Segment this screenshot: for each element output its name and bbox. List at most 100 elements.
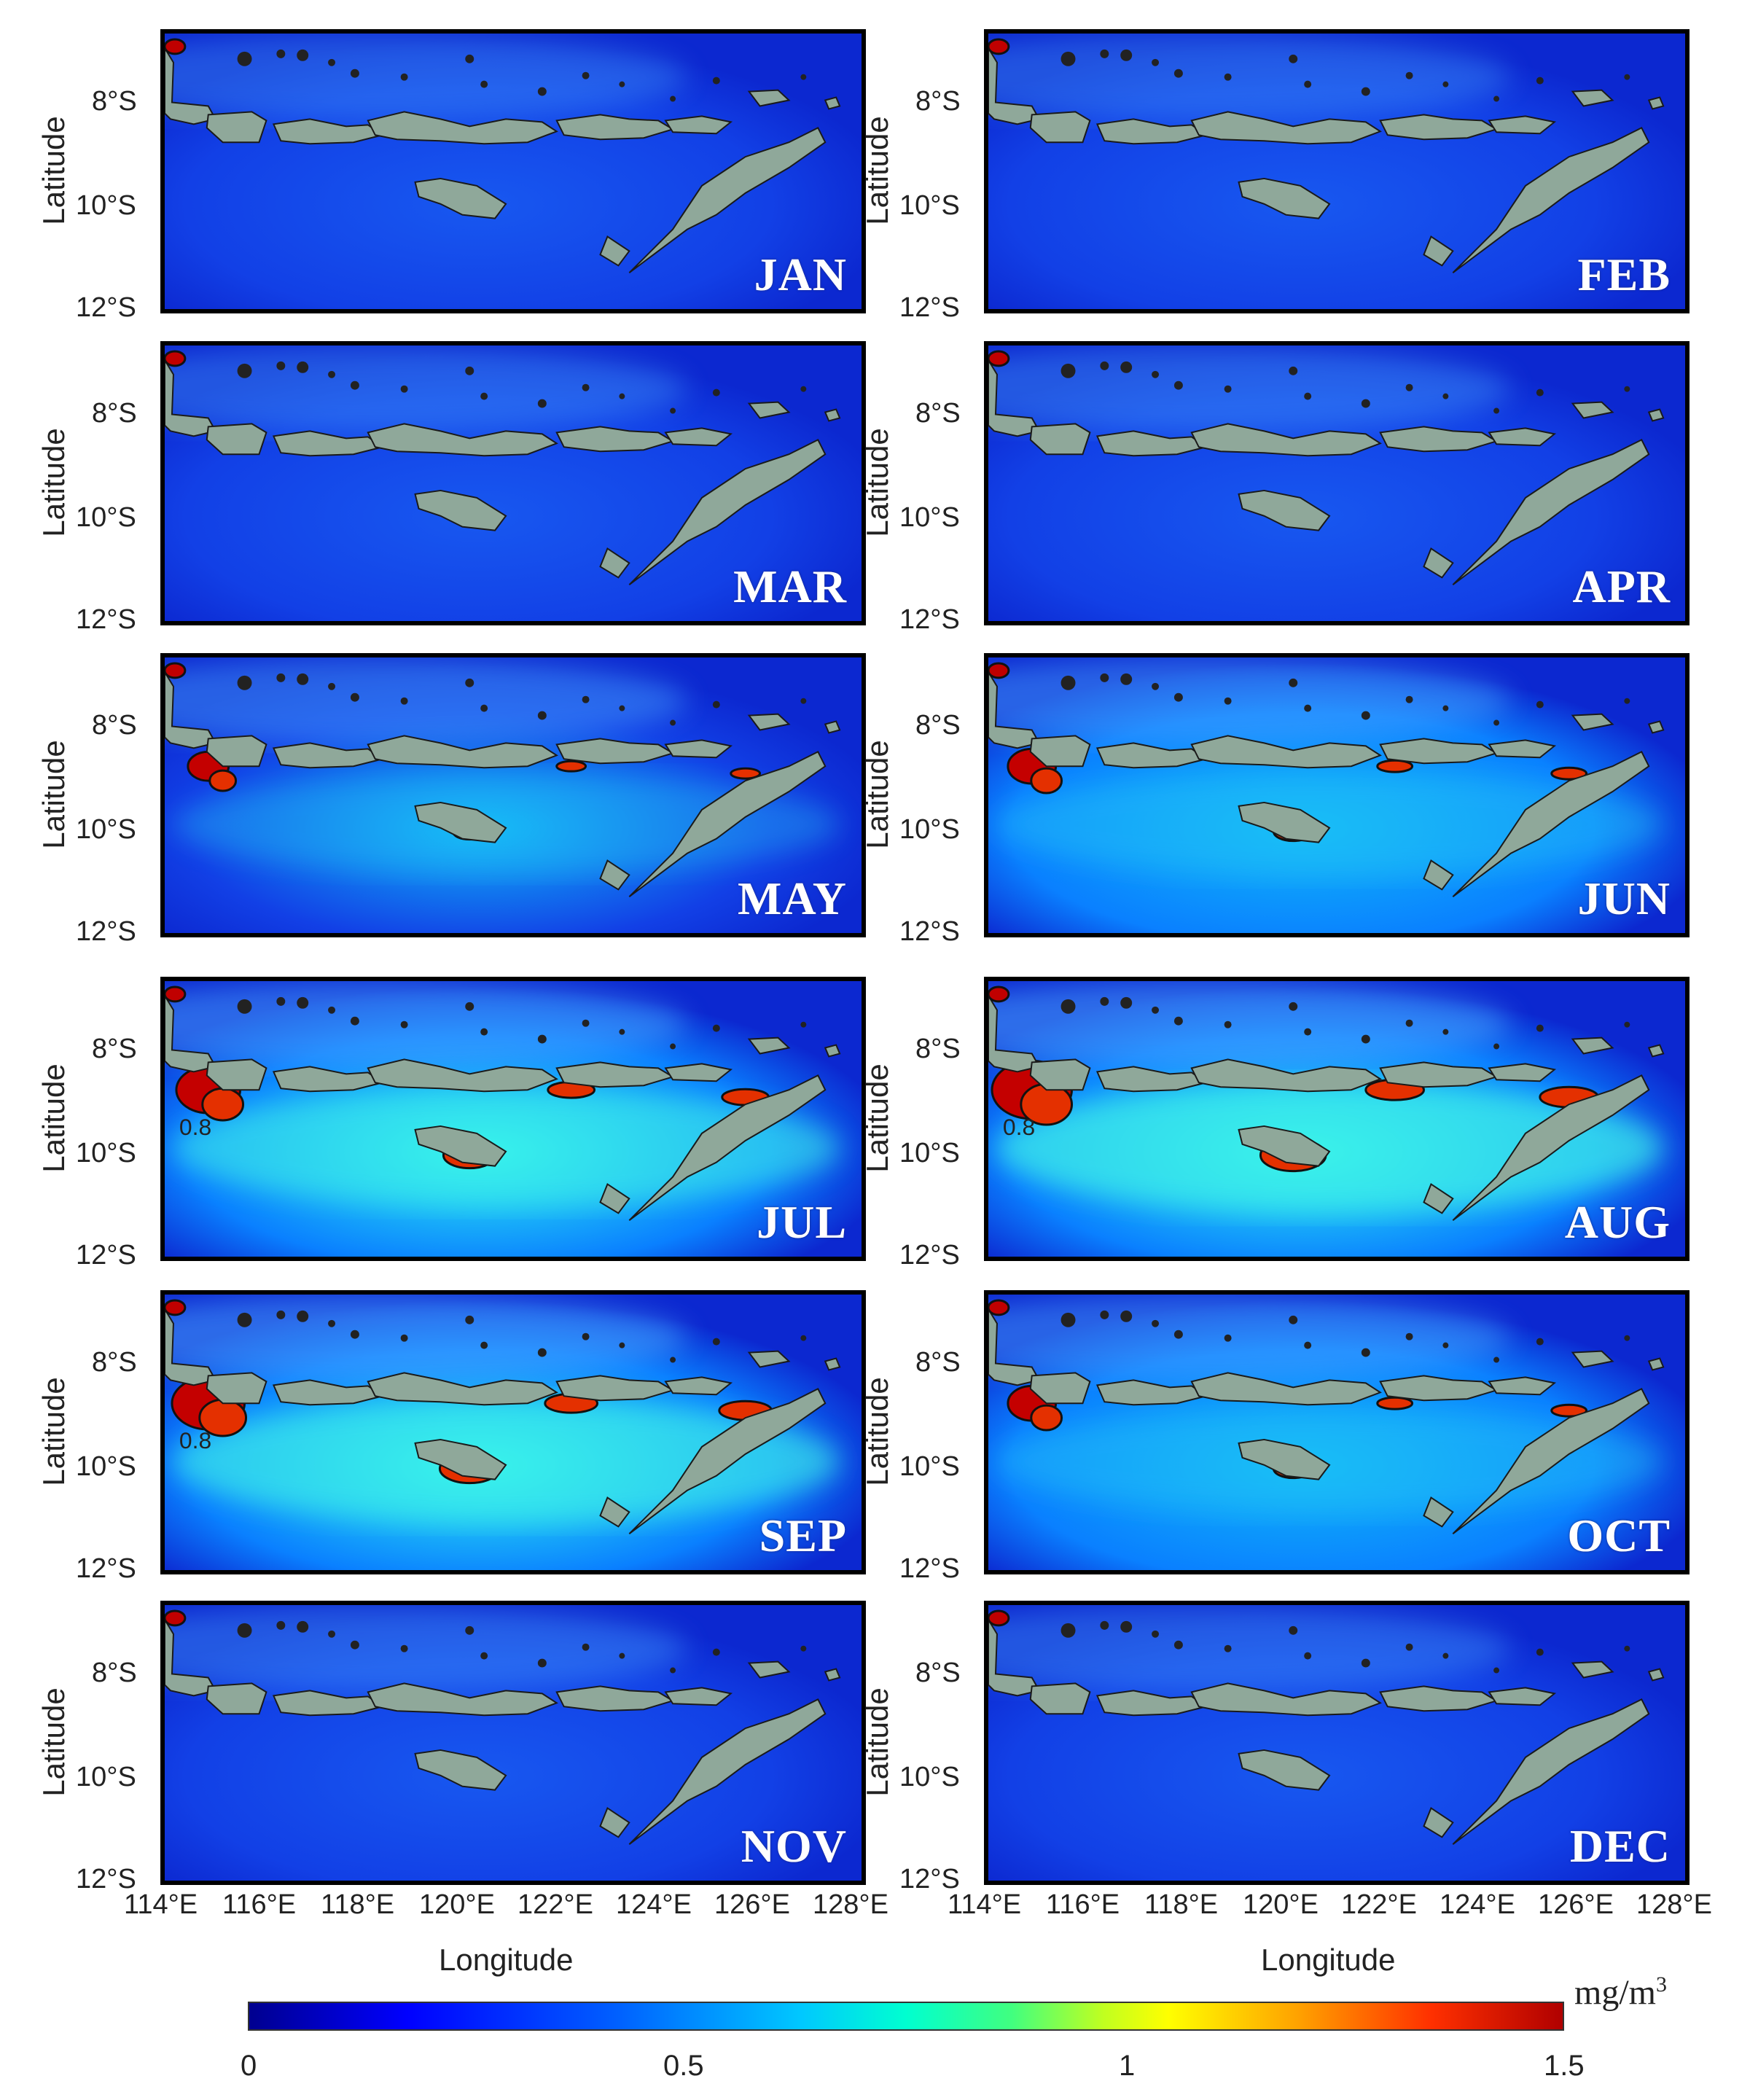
islet: [712, 1338, 720, 1346]
y-axis-label: Latitude: [860, 740, 894, 849]
y-axis-label: Latitude: [36, 1063, 71, 1173]
islet: [328, 682, 336, 690]
islet: [1624, 1335, 1630, 1341]
island: [1190, 735, 1382, 769]
y-axis-label: Latitude: [36, 1377, 71, 1486]
lat-tick: 12°S: [76, 1240, 136, 1270]
island: [1029, 1372, 1091, 1405]
island: [1238, 801, 1331, 843]
lat-tick: 12°S: [76, 604, 136, 635]
island: [1423, 1807, 1454, 1838]
islet: [1173, 1330, 1183, 1339]
islet: [1100, 361, 1109, 370]
islet: [276, 996, 286, 1006]
island: [1452, 126, 1650, 274]
y-axis-label: Latitude: [36, 428, 71, 537]
islet: [400, 1334, 408, 1342]
lat-tick: 12°S: [76, 916, 136, 947]
month-label: FEB: [1577, 249, 1671, 300]
islet: [1361, 399, 1370, 408]
islet: [800, 386, 807, 392]
islet: [537, 1348, 547, 1357]
island: [1238, 1749, 1331, 1791]
islet: [1152, 370, 1160, 378]
lat-tick: 12°S: [899, 916, 960, 947]
lon-tick: 118°E: [1144, 1889, 1219, 1920]
lat-tick: 12°S: [899, 1553, 960, 1584]
islet: [1361, 1348, 1370, 1357]
high-chlorophyll-patch: [1550, 766, 1588, 781]
islet: [537, 87, 547, 96]
island: [367, 1682, 558, 1717]
y-axis-label: Latitude: [860, 1687, 894, 1797]
island: [1190, 1682, 1382, 1717]
chlorophyll-map: [988, 34, 1685, 309]
island: [1452, 1387, 1650, 1535]
islet: [297, 1620, 309, 1633]
map-panel-sep: 0.8 SEP: [160, 1290, 866, 1574]
islet: [328, 1006, 336, 1014]
island: [1190, 1058, 1382, 1093]
chlorophyll-haze: [165, 346, 687, 433]
island: [824, 1668, 841, 1682]
chlorophyll-map: [165, 1605, 862, 1881]
lat-tick: 10°S: [899, 1451, 960, 1482]
islet: [1173, 692, 1183, 702]
islet: [276, 361, 286, 370]
islet: [276, 673, 286, 682]
island: [1190, 1372, 1382, 1406]
islet: [1289, 1315, 1298, 1324]
lat-tick: 12°S: [899, 1864, 960, 1894]
island: [824, 1357, 841, 1371]
island: [1647, 1357, 1665, 1371]
islet: [328, 1319, 336, 1327]
map-panel-mar: MAR: [160, 341, 866, 625]
chlorophyll-haze: [988, 657, 1511, 745]
colorbar-tick-0: 0: [241, 2050, 257, 2082]
chlorophyll-haze: [988, 346, 1511, 433]
islet: [1624, 74, 1630, 80]
colorbar-unit: mg/m3: [1574, 1972, 1668, 2012]
islet: [465, 54, 474, 63]
high-chlorophyll-patch: [1376, 1396, 1414, 1410]
islet: [1152, 1006, 1160, 1014]
lat-tick: 8°S: [92, 1658, 137, 1688]
island: [1029, 1682, 1091, 1715]
islet: [1304, 392, 1312, 400]
coastal-patch: [165, 38, 187, 55]
y-axis-label: Latitude: [36, 740, 71, 849]
island: [664, 1376, 733, 1396]
islet: [582, 71, 590, 79]
island: [414, 489, 507, 531]
islet: [619, 393, 625, 399]
y-axis-label: Latitude: [860, 116, 894, 225]
coastal-patch: [988, 985, 1010, 1003]
chlorophyll-map: 0.8: [165, 981, 862, 1257]
lon-tick: 116°E: [1046, 1889, 1120, 1920]
contour-label: 0.8: [1003, 1114, 1035, 1140]
islet: [619, 1342, 625, 1348]
islet: [465, 1315, 474, 1324]
islet: [1100, 673, 1109, 682]
islet: [582, 695, 590, 703]
island: [1571, 89, 1614, 107]
island: [1423, 1183, 1454, 1214]
islet: [400, 697, 408, 705]
islet: [1152, 682, 1160, 690]
islet: [350, 1640, 359, 1650]
chlorophyll-haze: [988, 34, 1511, 121]
islet: [1289, 1625, 1298, 1635]
chlorophyll-haze: [165, 657, 687, 745]
high-chlorophyll-patch: [555, 760, 587, 773]
island: [367, 1372, 558, 1406]
islet: [670, 95, 676, 102]
lat-tick: 10°S: [899, 814, 960, 845]
island: [747, 401, 791, 419]
map-panel-may: MAY: [160, 653, 866, 937]
lat-tick: 12°S: [899, 1240, 960, 1270]
lat-tick: 10°S: [899, 190, 960, 221]
islet: [1304, 1028, 1312, 1036]
islet: [582, 1332, 590, 1340]
island: [1571, 401, 1614, 419]
islet: [582, 383, 590, 391]
